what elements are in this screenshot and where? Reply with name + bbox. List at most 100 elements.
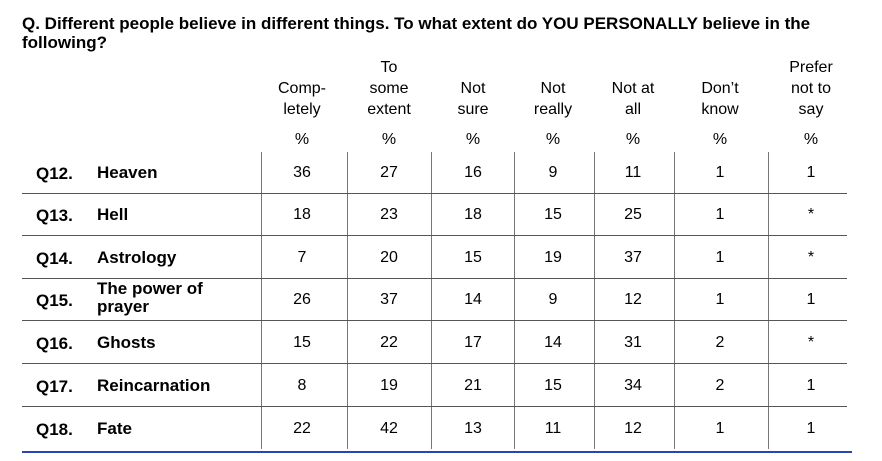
table-cell: 1: [806, 291, 816, 308]
table-cell: 2: [715, 377, 725, 394]
row-label: Fate: [97, 419, 132, 438]
table-cell: 15: [544, 377, 562, 394]
column-divider: [347, 152, 348, 449]
column-header-line3: letely: [283, 101, 321, 118]
row-divider: [22, 235, 847, 236]
table-cell: 21: [464, 377, 482, 394]
table-cell: 36: [293, 164, 311, 181]
column-header-line2: Not: [540, 80, 566, 97]
row-label: The power of prayer: [97, 279, 203, 316]
table-cell: 1: [806, 164, 816, 181]
row-label: Heaven: [97, 163, 158, 182]
column-header-line2: Don’t: [701, 80, 739, 97]
column-header-line2: Not: [460, 80, 486, 97]
table-cell: 16: [464, 164, 482, 181]
table-cell: 34: [624, 377, 642, 394]
table-cell: 8: [297, 377, 307, 394]
question-number: Q12.: [36, 164, 73, 183]
column-divider: [768, 152, 769, 449]
table-cell: 1: [715, 291, 725, 308]
table-cell: 12: [624, 420, 642, 437]
table-cell: 1: [715, 206, 725, 223]
table-cell: 1: [715, 164, 725, 181]
column-divider: [514, 152, 515, 449]
column-unit: %: [712, 131, 728, 148]
column-header-line2: not to: [790, 80, 832, 97]
column-divider: [431, 152, 432, 449]
table-cell: 14: [464, 291, 482, 308]
row-label: Hell: [97, 205, 129, 224]
row-label: Astrology: [97, 248, 177, 267]
table-cell: 14: [544, 334, 562, 351]
table-cell: 19: [544, 249, 562, 266]
table-cell: 15: [544, 206, 562, 223]
table-cell: *: [807, 334, 815, 351]
column-header-line3: really: [533, 101, 573, 118]
table-cell: 15: [293, 334, 311, 351]
row-label: Ghosts: [97, 333, 156, 352]
table-cell: 19: [380, 377, 398, 394]
bottom-rule: [22, 451, 852, 453]
column-divider: [594, 152, 595, 449]
column-header-line3: say: [798, 101, 824, 118]
column-unit: %: [545, 131, 561, 148]
column-header-line1: Prefer: [789, 59, 833, 76]
column-divider: [261, 152, 262, 449]
column-header-line1: To: [380, 59, 398, 76]
table-cell: 1: [806, 420, 816, 437]
column-header-line2: Comp-: [277, 80, 326, 97]
table-cell: 26: [293, 291, 311, 308]
question-number: Q16.: [36, 334, 73, 353]
table-cell: 31: [624, 334, 642, 351]
table-cell: 12: [624, 291, 642, 308]
column-unit: %: [465, 131, 481, 148]
column-unit: %: [625, 131, 641, 148]
column-unit: %: [803, 131, 819, 148]
table-cell: 15: [464, 249, 482, 266]
table-cell: 2: [715, 334, 725, 351]
table-cell: 42: [380, 420, 398, 437]
table-cell: 17: [464, 334, 482, 351]
question-number: Q15.: [36, 291, 73, 310]
column-header-line2: some: [369, 80, 409, 97]
column-header-line3: extent: [367, 101, 411, 118]
column-divider: [674, 152, 675, 449]
question-number: Q14.: [36, 249, 73, 268]
table-cell: 23: [380, 206, 398, 223]
table-cell: 22: [380, 334, 398, 351]
table-cell: 7: [297, 249, 307, 266]
table-cell: *: [807, 206, 815, 223]
question-text: Q. Different people believe in different…: [22, 14, 811, 52]
table-cell: 9: [548, 291, 558, 308]
column-unit: %: [381, 131, 397, 148]
question-number: Q17.: [36, 377, 73, 396]
row-divider: [22, 320, 847, 321]
table-cell: 37: [624, 249, 642, 266]
row-divider: [22, 193, 847, 194]
table-cell: *: [807, 249, 815, 266]
row-divider: [22, 278, 847, 279]
table-cell: 11: [544, 420, 562, 437]
column-header-line3: all: [624, 101, 641, 118]
table-cell: 18: [464, 206, 482, 223]
column-header-line3: know: [701, 101, 739, 118]
table-cell: 37: [380, 291, 398, 308]
question-number: Q18.: [36, 420, 73, 439]
table-cell: 27: [380, 164, 398, 181]
column-header-line2: Not at: [611, 80, 655, 97]
row-divider: [22, 363, 847, 364]
table-cell: 11: [624, 164, 642, 181]
row-label: Reincarnation: [97, 376, 211, 395]
column-unit: %: [294, 131, 310, 148]
table-cell: 25: [624, 206, 642, 223]
table-cell: 1: [715, 249, 725, 266]
table-cell: 22: [293, 420, 311, 437]
table-cell: 1: [806, 377, 816, 394]
table-cell: 1: [715, 420, 725, 437]
row-divider: [22, 406, 847, 407]
question-number: Q13.: [36, 206, 73, 225]
table-cell: 13: [464, 420, 482, 437]
table-cell: 20: [380, 249, 398, 266]
column-header-line3: sure: [457, 101, 489, 118]
table-cell: 9: [548, 164, 558, 181]
